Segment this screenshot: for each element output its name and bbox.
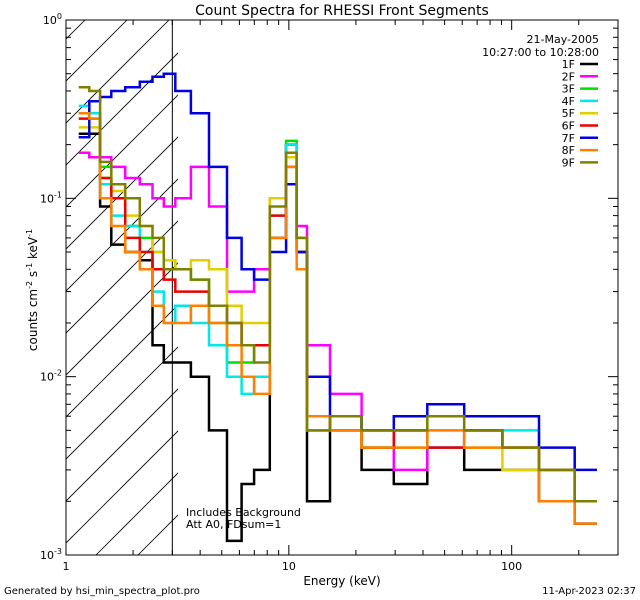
x-axis-label: Energy (keV) [303,574,380,588]
series-5F-line [78,126,597,503]
series-6F-line [78,117,597,503]
series-8F-line [78,111,597,525]
axis-ticks: 1 10 100 100 10-1 10-2 10-3 [40,12,619,573]
date-label: 21-May-2005 [527,33,599,46]
y-tick-label: 10-1 [40,190,62,205]
y-axis-label: counts cm-2 s-1 keV-1 [25,229,40,351]
series-1F-line [78,132,597,543]
hatch-line [66,20,128,82]
hatch-line [66,430,178,544]
y-tick-label: 10-2 [40,369,62,384]
hatch-line [66,262,178,376]
footer-generated-by: Generated by hsi_min_spectra_plot.pro [4,586,200,597]
attenuator-hatch-region [0,0,640,555]
legend-label: 4F [562,95,575,108]
x-tick-label: 100 [501,560,522,573]
legend-label: 5F [562,107,575,120]
hatch-line [0,0,108,555]
hatch-line [66,178,178,292]
legend-label: 2F [562,70,575,83]
series-9F-line [78,85,597,503]
x-tick-label: 10 [282,560,296,573]
legend-label: 9F [562,156,575,169]
plot-frame [65,19,619,556]
hatch-line [66,52,178,166]
legend-label: 6F [562,120,575,133]
footer-timestamp: 11-Apr-2023 02:37 [542,586,636,597]
series-layer [78,72,597,543]
series-4F-line [78,104,597,503]
legend-label: 3F [562,83,575,96]
hatch-line [66,346,178,460]
hatch-line [66,220,178,334]
hatch-line [222,0,640,555]
x-tick-label: 1 [63,560,70,573]
note-attenuator: Att A0, FDsum=1 [186,518,281,531]
hatch-line [95,472,178,555]
series-3F-line [78,111,597,503]
series-7F-line [78,72,597,472]
y-tick-label: 100 [43,12,62,27]
legend-label: 7F [562,132,575,145]
hatch-line [66,20,170,124]
legend-label: 1F [562,58,575,71]
y-tick-label: 10-3 [40,547,62,562]
hatch-line [66,20,86,40]
chart-title: Count Spectra for RHESSI Front Segments [195,3,489,19]
legend-label: 8F [562,144,575,157]
hatch-line [66,388,178,502]
time-range-label: 10:27:00 to 10:28:00 [482,46,599,59]
note-background: Includes Background [186,506,301,519]
hatch-line [264,0,640,555]
